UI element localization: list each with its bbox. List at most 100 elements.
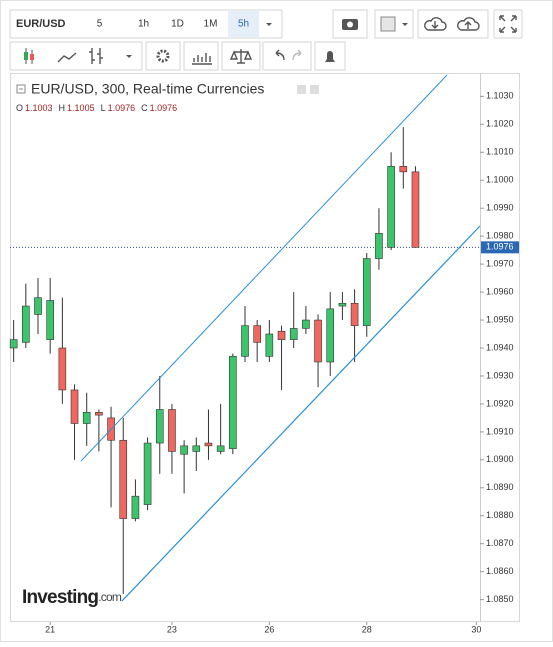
candle-body: [46, 300, 54, 340]
candle-body: [387, 165, 395, 248]
watermark: Investing.com: [22, 587, 122, 608]
ohlc-key: C: [141, 103, 148, 113]
candle-body: [326, 308, 335, 363]
y-tick-label: 1.0950: [486, 314, 514, 324]
cloud-down-icon: [424, 17, 447, 31]
candle-body: [143, 442, 152, 505]
candle-body: [277, 330, 286, 340]
y-tick-label: 1.0990: [486, 203, 514, 213]
ohlc-key: H: [59, 103, 66, 113]
y-tick-label: 1.0860: [486, 566, 514, 576]
x-tick-label: 23: [167, 624, 177, 634]
candle-body: [411, 171, 420, 248]
y-tick-label: 1.0980: [486, 231, 514, 241]
current-price-label: 1.0976: [486, 242, 514, 252]
y-tick-label: 1.0970: [486, 258, 514, 268]
interval-button[interactable]: [228, 11, 259, 37]
candle-body: [375, 233, 383, 259]
gear-icon: [156, 49, 170, 63]
ohlc-value: 1.0976: [150, 103, 178, 113]
candle-body: [155, 409, 164, 444]
settings-button[interactable]: [145, 41, 181, 71]
y-tick-label: 1.0880: [486, 510, 514, 520]
bars-icon[interactable]: [89, 48, 103, 64]
y-tick-label: 1.0930: [486, 370, 514, 380]
area-icon[interactable]: [57, 52, 77, 63]
interval-label: 1M: [204, 19, 218, 30]
color-swatch: [380, 16, 396, 32]
candle-body: [9, 339, 18, 349]
plot: 1.0850 1.0860 1.0870 1.0880 1.0890 1.0900 1.09…: [9, 91, 519, 634]
candle-body: [362, 258, 371, 326]
candle-body: [119, 439, 128, 519]
interval-button[interactable]: [128, 11, 159, 37]
interval-button[interactable]: [195, 11, 226, 37]
ohlc-value: 1.1003: [25, 103, 53, 113]
fullscreen-icon: [499, 15, 517, 33]
candle-body: [350, 302, 359, 326]
x-tick-label: 21: [45, 624, 55, 634]
candle-body: [265, 333, 274, 357]
interval-button[interactable]: [84, 11, 115, 37]
undo-icon[interactable]: [275, 49, 285, 61]
symbol[interactable]: EUR/USD: [16, 18, 66, 30]
y-tick-label: 1.1000: [486, 175, 514, 185]
redo-icon[interactable]: [292, 49, 302, 61]
candle-body: [338, 302, 347, 307]
y-tick-label: 1.0960: [486, 286, 514, 296]
legend-eye[interactable]: [297, 85, 306, 94]
candle-body: [241, 325, 249, 357]
candle-body: [192, 445, 201, 452]
undo-redo: [262, 41, 312, 71]
camera-lens: [347, 21, 353, 28]
x-tick-label: 28: [362, 624, 372, 634]
trend-line: [121, 225, 481, 602]
x-tick-label: 26: [264, 624, 274, 634]
scale-icon: [229, 49, 253, 64]
caret: [402, 23, 408, 26]
caret: [266, 23, 272, 26]
candle-body: [82, 412, 91, 424]
y-tick-label: 1.0910: [486, 426, 514, 436]
interval-label: 1h: [138, 19, 149, 30]
y-tick-label: 1.0850: [486, 594, 514, 604]
candle-body: [289, 328, 298, 340]
ohlc-value: 1.1005: [67, 103, 95, 113]
fullscreen-button[interactable]: [493, 9, 523, 39]
ohlc-key: O: [16, 103, 23, 113]
y-tick-label: 1.0940: [486, 342, 514, 352]
x-tick-label: 30: [471, 624, 481, 634]
interval-group: 5 1h 1D 1M 5h: [84, 11, 272, 37]
interval-button[interactable]: [162, 11, 193, 37]
cloud-up-icon: [457, 17, 480, 31]
watermark-main: Investing: [22, 587, 98, 608]
current-price-box: [481, 241, 519, 254]
candle-body: [22, 305, 30, 343]
candle-body: [131, 495, 140, 519]
candle-body: [168, 409, 176, 452]
y-tick-label: 1.0890: [486, 482, 514, 492]
y-tick-label: 1.0870: [486, 538, 514, 548]
indicators-icon: [192, 53, 212, 65]
trend-line: [80, 74, 448, 462]
interval-label: 5h: [238, 19, 249, 30]
ohlc-header: O 1.1003 H 1.1005 L 1.0976 C 1.0976: [16, 103, 177, 113]
y-tick-label: 1.1010: [486, 147, 514, 157]
candle-body: [216, 445, 225, 452]
y-tick-label: 1.1030: [486, 91, 514, 101]
legend-settings[interactable]: [310, 85, 319, 94]
collapse-icon[interactable]: [16, 84, 26, 94]
candle-body: [302, 319, 310, 329]
ohlc-value: 1.0976: [108, 103, 136, 113]
candle-body: [70, 389, 79, 424]
caret: [126, 55, 132, 58]
watermark-suffix: .com: [98, 590, 122, 604]
y-tick-label: 1.1020: [486, 119, 514, 129]
cloud-buttons[interactable]: [417, 9, 489, 39]
y-tick-label: 1.0920: [486, 398, 514, 408]
indicators-button[interactable]: [183, 41, 219, 71]
candle-body: [58, 347, 67, 391]
chart-type-bar: [9, 41, 143, 71]
candles-icon-body: [24, 52, 28, 60]
candle-body: [95, 412, 103, 416]
